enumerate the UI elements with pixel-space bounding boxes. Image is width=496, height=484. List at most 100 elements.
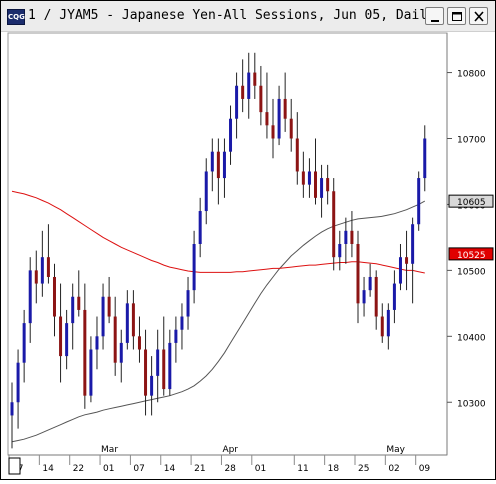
x-day-label: 02	[388, 464, 399, 474]
candle-up	[168, 342, 172, 390]
minimize-icon	[431, 20, 439, 22]
candle-up	[125, 303, 129, 343]
x-day-label: 14	[42, 464, 54, 474]
candle-up	[423, 138, 427, 179]
candle-up	[417, 178, 421, 225]
candle-up	[247, 72, 251, 99]
candle-down	[295, 138, 299, 172]
candle-up	[156, 349, 160, 376]
candle-up	[344, 230, 348, 244]
candle-down	[332, 191, 336, 258]
candle-up	[338, 244, 342, 258]
candle-up	[174, 329, 178, 343]
y-tick-label: 10300	[457, 399, 486, 409]
candle-up	[192, 244, 196, 291]
candle-down	[283, 98, 287, 119]
candle-down	[350, 230, 354, 244]
time-scroll-box[interactable]	[8, 457, 21, 475]
candle-up	[89, 349, 93, 396]
candle-down	[52, 276, 56, 317]
x-day-label: 09	[419, 464, 431, 474]
candle-up	[22, 323, 26, 363]
minimize-button[interactable]	[425, 7, 444, 25]
candle-up	[222, 151, 226, 179]
x-day-label: 21	[194, 464, 205, 474]
candle-down	[405, 257, 409, 264]
candle-down	[259, 85, 263, 113]
x-day-label: 14	[164, 464, 176, 474]
candle-up	[307, 171, 311, 185]
candle-up	[386, 309, 390, 337]
candle-up	[119, 342, 123, 363]
app-icon: CQG	[7, 9, 25, 25]
candle-down	[326, 178, 330, 192]
candle-down	[144, 349, 148, 396]
candle-down	[34, 270, 38, 284]
candle-up	[65, 323, 69, 357]
candle-up	[40, 257, 44, 284]
candle-up	[10, 402, 14, 416]
y-tick-label: 10700	[457, 136, 486, 146]
y-tick-label: 10400	[457, 333, 486, 343]
window-title: 1 / JYAM5 - Japanese Yen-All Sessions, J…	[28, 8, 435, 23]
candle-up	[277, 98, 281, 139]
candle-up	[101, 296, 105, 337]
candle-up	[235, 85, 239, 119]
candle-up	[180, 316, 184, 330]
candle-down	[113, 316, 117, 363]
close-icon	[474, 11, 484, 22]
candle-up	[229, 118, 233, 152]
ma-short-line	[11, 190, 425, 274]
candle-down	[83, 309, 87, 396]
x-day-label: 18	[328, 464, 340, 474]
x-day-label: 22	[73, 464, 84, 474]
ma-short-price-badge-label: 10525	[457, 251, 486, 261]
plot-frame	[7, 32, 448, 456]
y-tick-label: 10500	[457, 267, 486, 277]
candle-down	[314, 171, 317, 198]
candle-down	[77, 296, 81, 310]
candle-down	[137, 336, 141, 350]
candle-up	[95, 336, 99, 350]
title-bar[interactable]: CQG 1 / JYAM5 - Japanese Yen-All Session…	[1, 1, 495, 32]
ma-long-price-badge-label: 10605	[457, 198, 486, 208]
x-day-label: 01	[255, 464, 266, 474]
x-month-label: Apr	[222, 445, 238, 455]
candle-down	[271, 125, 275, 139]
x-day-label: 07	[133, 464, 144, 474]
ma-short-price-badge	[448, 247, 494, 261]
candle-up	[204, 171, 208, 212]
candle-down	[374, 276, 378, 317]
candle-down	[46, 257, 50, 277]
candle-down	[131, 303, 135, 337]
candle-up	[16, 362, 20, 403]
candle-up	[28, 270, 32, 324]
candle-down	[162, 349, 166, 390]
candle-up	[150, 375, 154, 396]
candle-down	[380, 316, 384, 337]
candle-up	[362, 290, 366, 304]
ma-long-line	[11, 200, 426, 443]
candle-up	[392, 283, 396, 310]
candle-up	[198, 211, 202, 244]
candle-down	[59, 316, 63, 357]
chart-area[interactable]: 1030010400105001060010700108000714220107…	[1, 31, 495, 480]
candle-up	[210, 151, 214, 172]
maximize-icon	[452, 12, 462, 21]
candle-down	[301, 171, 305, 185]
candle-up	[186, 290, 190, 317]
x-day-label: 28	[224, 464, 236, 474]
close-button[interactable]	[469, 7, 488, 25]
candle-down	[216, 151, 220, 179]
candle-down	[265, 112, 269, 126]
price-chart[interactable]: 1030010400105001060010700108000714220107…	[1, 31, 495, 480]
candle-down	[253, 72, 257, 86]
ma-long-price-badge	[448, 194, 494, 208]
candle-up	[411, 224, 415, 264]
maximize-button[interactable]	[447, 7, 466, 25]
y-tick-label: 10800	[457, 70, 486, 80]
candle-down	[107, 296, 111, 317]
candle-down	[241, 85, 245, 99]
x-day-label: 25	[358, 464, 369, 474]
